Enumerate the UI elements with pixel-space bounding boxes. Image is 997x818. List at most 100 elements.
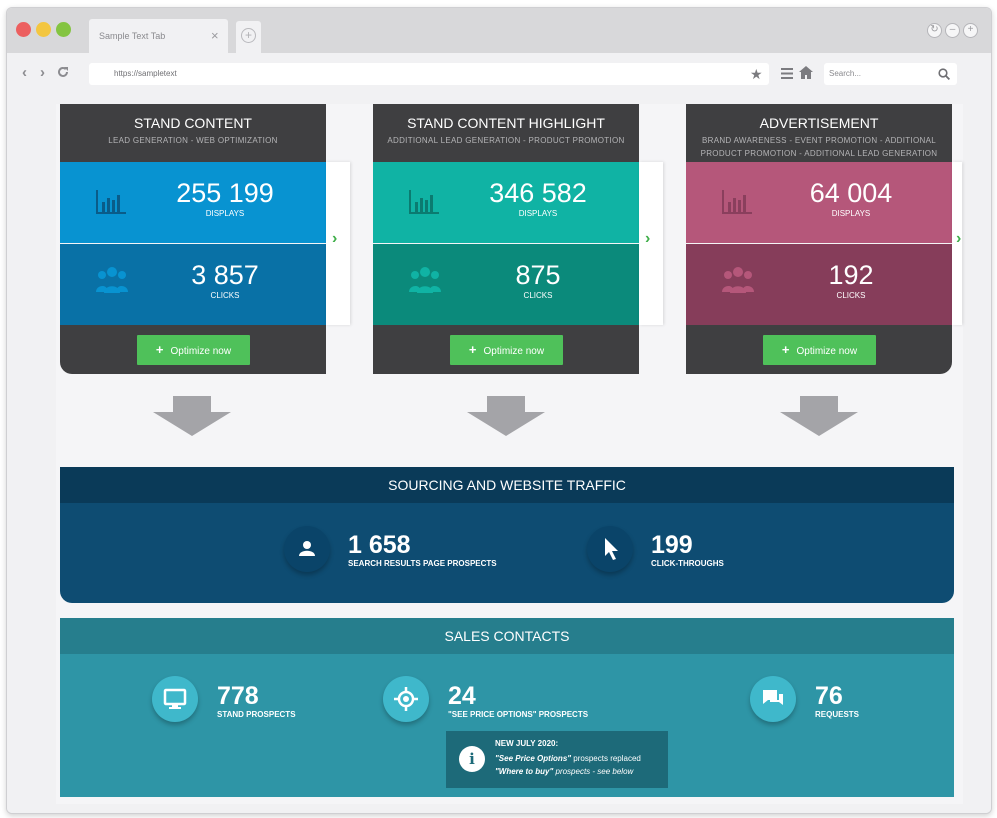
tab-close-icon[interactable]: × — [211, 28, 219, 43]
home-icon[interactable] — [799, 66, 813, 79]
chat-icon — [750, 676, 796, 722]
users-icon — [409, 267, 441, 293]
clicks-row: 875 CLICKS — [373, 244, 639, 325]
note-title: NEW JULY 2020: — [495, 739, 559, 748]
card-side-panel[interactable]: › — [952, 162, 962, 325]
chevron-right-icon[interactable]: › — [645, 230, 651, 247]
menu-icon[interactable] — [781, 68, 793, 79]
search-input[interactable]: Search... — [824, 63, 957, 85]
price-options-value: 24 — [448, 682, 476, 710]
card-title: STAND CONTENT — [134, 115, 252, 131]
optimize-now-button[interactable]: + Optimize now — [763, 335, 876, 365]
sourcing-title: SOURCING AND WEBSITE TRAFFIC — [60, 467, 954, 503]
prospects-label: SEARCH RESULTS PAGE PROSPECTS — [348, 559, 497, 568]
bar-chart-icon — [96, 190, 126, 214]
user-icon — [284, 526, 330, 572]
chevron-right-icon[interactable]: › — [956, 230, 962, 247]
clicks-label: CLICKS — [210, 291, 240, 300]
card-side-panel[interactable]: › — [639, 162, 663, 325]
displays-row: 64 004 DISPLAYS — [686, 162, 952, 243]
button-label: Optimize now — [170, 346, 232, 357]
card-header: STAND CONTENT LEAD GENERATION - WEB OPTI… — [60, 104, 326, 162]
add-icon[interactable]: + — [963, 23, 978, 38]
info-icon: i — [459, 746, 485, 772]
stand-prospects-value: 778 — [217, 682, 259, 710]
note-line-1-emphasis: "See Price Options" — [495, 754, 572, 763]
clicks-value: 875 — [515, 260, 561, 290]
requests-value: 76 — [815, 682, 843, 710]
card-subtitle: LEAD GENERATION - WEB OPTIMIZATION — [108, 136, 278, 145]
search-icon[interactable] — [938, 68, 950, 80]
button-label: Optimize now — [796, 346, 858, 357]
clicks-label: CLICKS — [523, 291, 553, 300]
users-icon — [722, 267, 754, 293]
tab-sample[interactable]: Sample Text Tab × — [89, 19, 228, 53]
users-icon — [96, 267, 128, 293]
bar-chart-icon — [722, 190, 752, 214]
sourcing-panel: SOURCING AND WEBSITE TRAFFIC 1 658 SEARC… — [60, 467, 954, 603]
back-icon[interactable]: ‹ — [22, 64, 27, 81]
prospects-value: 1 658 — [348, 531, 411, 559]
tab-bar: Sample Text Tab × + ↻ – + — [7, 8, 991, 53]
info-note: i NEW JULY 2020: "See Price Options" pro… — [446, 731, 668, 788]
browser-window: Sample Text Tab × + ↻ – + ‹ › https://sa… — [6, 7, 992, 814]
url-text: https://sampletext — [114, 69, 177, 78]
minimize-icon[interactable]: – — [945, 23, 960, 38]
displays-label: DISPLAYS — [205, 209, 245, 218]
bookmark-star-icon[interactable]: ★ — [750, 66, 763, 82]
plus-icon: + — [155, 342, 164, 357]
sales-panel: SALES CONTACTS 778 STAND PROSPECTS 24 "S… — [60, 618, 954, 797]
click-throughs-label: CLICK-THROUGHS — [651, 559, 724, 568]
note-line-2-text: prospects - see below — [553, 767, 634, 776]
displays-row: 346 582 DISPLAYS — [373, 162, 639, 243]
chevron-right-icon[interactable]: › — [332, 230, 338, 247]
note-line-1-text: prospects replaced — [571, 754, 641, 763]
forward-icon[interactable]: › — [40, 64, 45, 81]
card-subtitle: BRAND AWARENESS - EVENT PROMOTION - ADDI… — [700, 136, 938, 158]
click-throughs-value: 199 — [651, 531, 693, 559]
price-options-label: "SEE PRICE OPTIONS" PROSPECTS — [448, 710, 589, 719]
clicks-value: 3 857 — [191, 260, 259, 290]
page-viewport: STAND CONTENT LEAD GENERATION - WEB OPTI… — [7, 91, 991, 813]
target-icon — [383, 676, 429, 722]
address-bar[interactable]: https://sampletext ★ — [89, 63, 769, 85]
optimize-now-button[interactable]: + Optimize now — [450, 335, 563, 365]
button-label: Optimize now — [483, 346, 545, 357]
note-line-2-emphasis: "Where to buy" — [495, 767, 554, 776]
new-tab-button[interactable]: + — [236, 21, 261, 53]
card-stand-content-highlight: STAND CONTENT HIGHLIGHT ADDITIONAL LEAD … — [373, 104, 663, 374]
displays-value: 346 582 — [489, 178, 587, 208]
down-arrow-icon — [780, 396, 858, 436]
displays-row: 255 199 DISPLAYS — [60, 162, 326, 243]
bar-chart-icon — [409, 190, 439, 214]
displays-value: 255 199 — [176, 178, 274, 208]
card-title: STAND CONTENT HIGHLIGHT — [407, 115, 605, 131]
close-window-button[interactable] — [16, 22, 31, 37]
restore-icon[interactable]: ↻ — [927, 23, 942, 38]
card-stand-content: STAND CONTENT LEAD GENERATION - WEB OPTI… — [60, 104, 350, 374]
dashboard: STAND CONTENT LEAD GENERATION - WEB OPTI… — [56, 104, 963, 804]
clicks-value: 192 — [828, 260, 874, 290]
minimize-window-button[interactable] — [36, 22, 51, 37]
down-arrow-icon — [153, 396, 231, 436]
clicks-row: 3 857 CLICKS — [60, 244, 326, 325]
card-subtitle: ADDITIONAL LEAD GENERATION - PRODUCT PRO… — [387, 136, 625, 145]
requests-label: REQUESTS — [815, 710, 860, 719]
displays-label: DISPLAYS — [518, 209, 558, 218]
note-line-1: "See Price Options" prospects replaced — [495, 754, 641, 763]
search-placeholder: Search... — [829, 69, 862, 78]
down-arrow-icon — [467, 396, 545, 436]
monitor-icon — [152, 676, 198, 722]
optimize-now-button[interactable]: + Optimize now — [137, 335, 250, 365]
reload-icon[interactable] — [56, 65, 70, 79]
plus-icon: + — [468, 342, 477, 357]
clicks-label: CLICKS — [836, 291, 866, 300]
card-side-panel[interactable]: › — [326, 162, 350, 325]
navigation-bar: ‹ › https://sampletext ★ Search... — [7, 53, 991, 91]
plus-icon: + — [241, 28, 256, 43]
maximize-window-button[interactable] — [56, 22, 71, 37]
cursor-icon — [587, 526, 633, 572]
card-advertisement: ADVERTISEMENT BRAND AWARENESS - EVENT PR… — [686, 104, 962, 374]
plus-icon: + — [781, 342, 790, 357]
card-title: ADVERTISEMENT — [759, 115, 879, 131]
